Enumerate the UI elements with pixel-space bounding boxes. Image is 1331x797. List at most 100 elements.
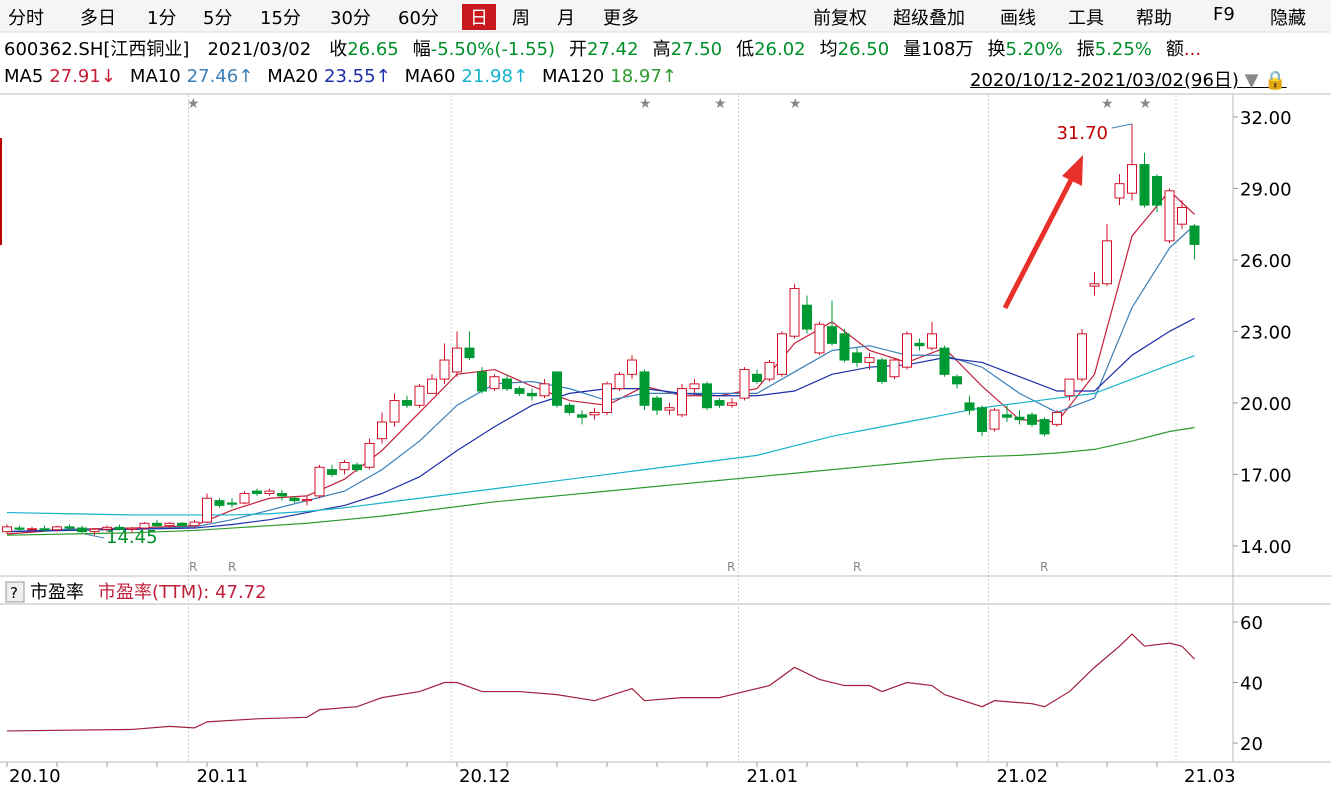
star: ★ bbox=[714, 96, 727, 112]
help-icon[interactable]: ? bbox=[10, 584, 18, 602]
quote-label: 低 bbox=[736, 39, 755, 60]
quote-label: 振 bbox=[1076, 39, 1095, 60]
star: ★ bbox=[1139, 96, 1152, 112]
candle-body bbox=[327, 469, 337, 475]
candle-body bbox=[1039, 419, 1050, 435]
candle-body bbox=[314, 466, 325, 497]
x-tick-label: 21.02 bbox=[997, 766, 1049, 787]
toolbar-item[interactable]: 分时 bbox=[8, 8, 44, 29]
ma-value: 23.55↑ bbox=[324, 66, 391, 87]
star: ★ bbox=[789, 96, 802, 112]
toolbar-item[interactable]: 多日 bbox=[80, 8, 116, 29]
ma-name: MA10 bbox=[129, 66, 181, 87]
y-tick-label: 20 bbox=[1240, 734, 1263, 755]
ma-name: MA120 bbox=[542, 66, 605, 87]
candle-body bbox=[264, 490, 275, 494]
range-text[interactable]: 2020/10/12-2021/03/02(96日) bbox=[970, 70, 1239, 91]
candle-body bbox=[602, 383, 612, 413]
y-tick-label: 40 bbox=[1240, 674, 1263, 695]
candle-body bbox=[989, 409, 1000, 430]
quote-value: 5.25% bbox=[1094, 39, 1152, 60]
r-marker: R bbox=[727, 560, 735, 574]
candle-body bbox=[52, 526, 62, 531]
date-range[interactable]: 2020/10/12-2021/03/02(96日) ▼ 🔒 bbox=[970, 66, 1287, 92]
candle-body bbox=[214, 500, 225, 506]
toolbar-item[interactable]: 30分 bbox=[330, 8, 371, 29]
candle-body bbox=[239, 492, 250, 504]
candle-body bbox=[864, 357, 875, 363]
candle-body bbox=[639, 371, 650, 406]
dropdown-icon[interactable]: ▼ bbox=[1244, 70, 1259, 91]
candle-body bbox=[502, 378, 512, 390]
candle-body bbox=[152, 522, 162, 527]
ma-value: 27.91↓ bbox=[49, 66, 116, 87]
red-arrow bbox=[1002, 155, 1083, 310]
stars: ★ ★ ★ ★ ★ ★ bbox=[187, 96, 1152, 112]
candle-body bbox=[114, 526, 125, 530]
line bbox=[6, 633, 1195, 732]
help-box[interactable] bbox=[5, 581, 25, 603]
x-tick-label: 21.01 bbox=[747, 766, 799, 787]
pe-subtitle: 市盈率(TTM): 47.72 bbox=[98, 582, 267, 603]
candle-body bbox=[277, 492, 287, 497]
candle-body bbox=[1064, 378, 1075, 397]
toolbar-item[interactable]: 帮助 bbox=[1136, 8, 1172, 29]
ma-value: 21.98↑ bbox=[461, 66, 529, 87]
candle-body bbox=[527, 392, 537, 397]
candle-body bbox=[102, 526, 112, 530]
candle-body bbox=[189, 521, 200, 527]
candle-body bbox=[1127, 164, 1137, 194]
candle-body bbox=[2, 526, 12, 533]
line bbox=[6, 355, 1195, 516]
candle-body bbox=[514, 388, 525, 394]
toolbar-item[interactable]: 前复权 bbox=[813, 8, 867, 29]
candle-body bbox=[539, 383, 550, 397]
toolbar-item[interactable]: 工具 bbox=[1068, 8, 1104, 29]
quote-value: ... bbox=[1183, 39, 1202, 60]
candle-body bbox=[789, 288, 800, 337]
lock-icon[interactable]: 🔒 bbox=[1264, 70, 1287, 91]
y-tick-label: 60 bbox=[1240, 613, 1263, 634]
y-tick-label: 23.00 bbox=[1240, 322, 1292, 343]
candle-body bbox=[289, 497, 300, 502]
candle-body bbox=[427, 378, 437, 394]
candle-body bbox=[927, 333, 937, 349]
candle-body bbox=[964, 402, 975, 411]
toolbar-item[interactable]: 超级叠加 bbox=[893, 8, 965, 29]
toolbar-item[interactable]: 画线 bbox=[1000, 8, 1036, 29]
toolbar-item[interactable]: F9 bbox=[1213, 4, 1235, 25]
toolbar-item[interactable]: 1分 bbox=[147, 8, 177, 29]
r-marker: R bbox=[853, 560, 861, 574]
candle-body bbox=[139, 522, 150, 529]
candle-body bbox=[489, 376, 500, 390]
candle-body bbox=[889, 359, 900, 378]
candle-body bbox=[1027, 414, 1037, 425]
x-tick-label: 20.11 bbox=[197, 766, 249, 787]
candle-body bbox=[89, 528, 100, 533]
candle-body bbox=[564, 404, 575, 413]
candle-body bbox=[652, 397, 662, 411]
toolbar-item[interactable]: 15分 bbox=[260, 8, 301, 29]
quote-value: 27.50 bbox=[670, 39, 723, 60]
quote-label: 收 bbox=[329, 39, 348, 60]
toolbar-item[interactable]: 60分 bbox=[398, 8, 439, 29]
x-tick-label: 20.12 bbox=[459, 766, 511, 787]
toolbar-item[interactable]: 5分 bbox=[203, 8, 233, 29]
toolbar-item[interactable]: 月 bbox=[557, 8, 575, 29]
candle-body bbox=[77, 527, 87, 533]
candle-body bbox=[689, 383, 700, 390]
annotation-leader bbox=[1111, 123, 1133, 129]
toolbar-item[interactable]: 更多 bbox=[603, 8, 639, 29]
candle-body bbox=[389, 400, 400, 423]
toolbar-item[interactable]: 日 bbox=[462, 4, 496, 30]
quote-date: 2021/03/02 bbox=[207, 39, 312, 60]
quote-value: 26.65 bbox=[347, 39, 399, 60]
line bbox=[6, 317, 1195, 533]
x-tick-label: 20.10 bbox=[9, 766, 61, 787]
toolbar-item[interactable]: 隐藏 bbox=[1270, 8, 1306, 29]
toolbar-item[interactable]: 周 bbox=[512, 8, 530, 29]
line bbox=[6, 189, 1195, 535]
candle-body bbox=[1077, 333, 1087, 380]
